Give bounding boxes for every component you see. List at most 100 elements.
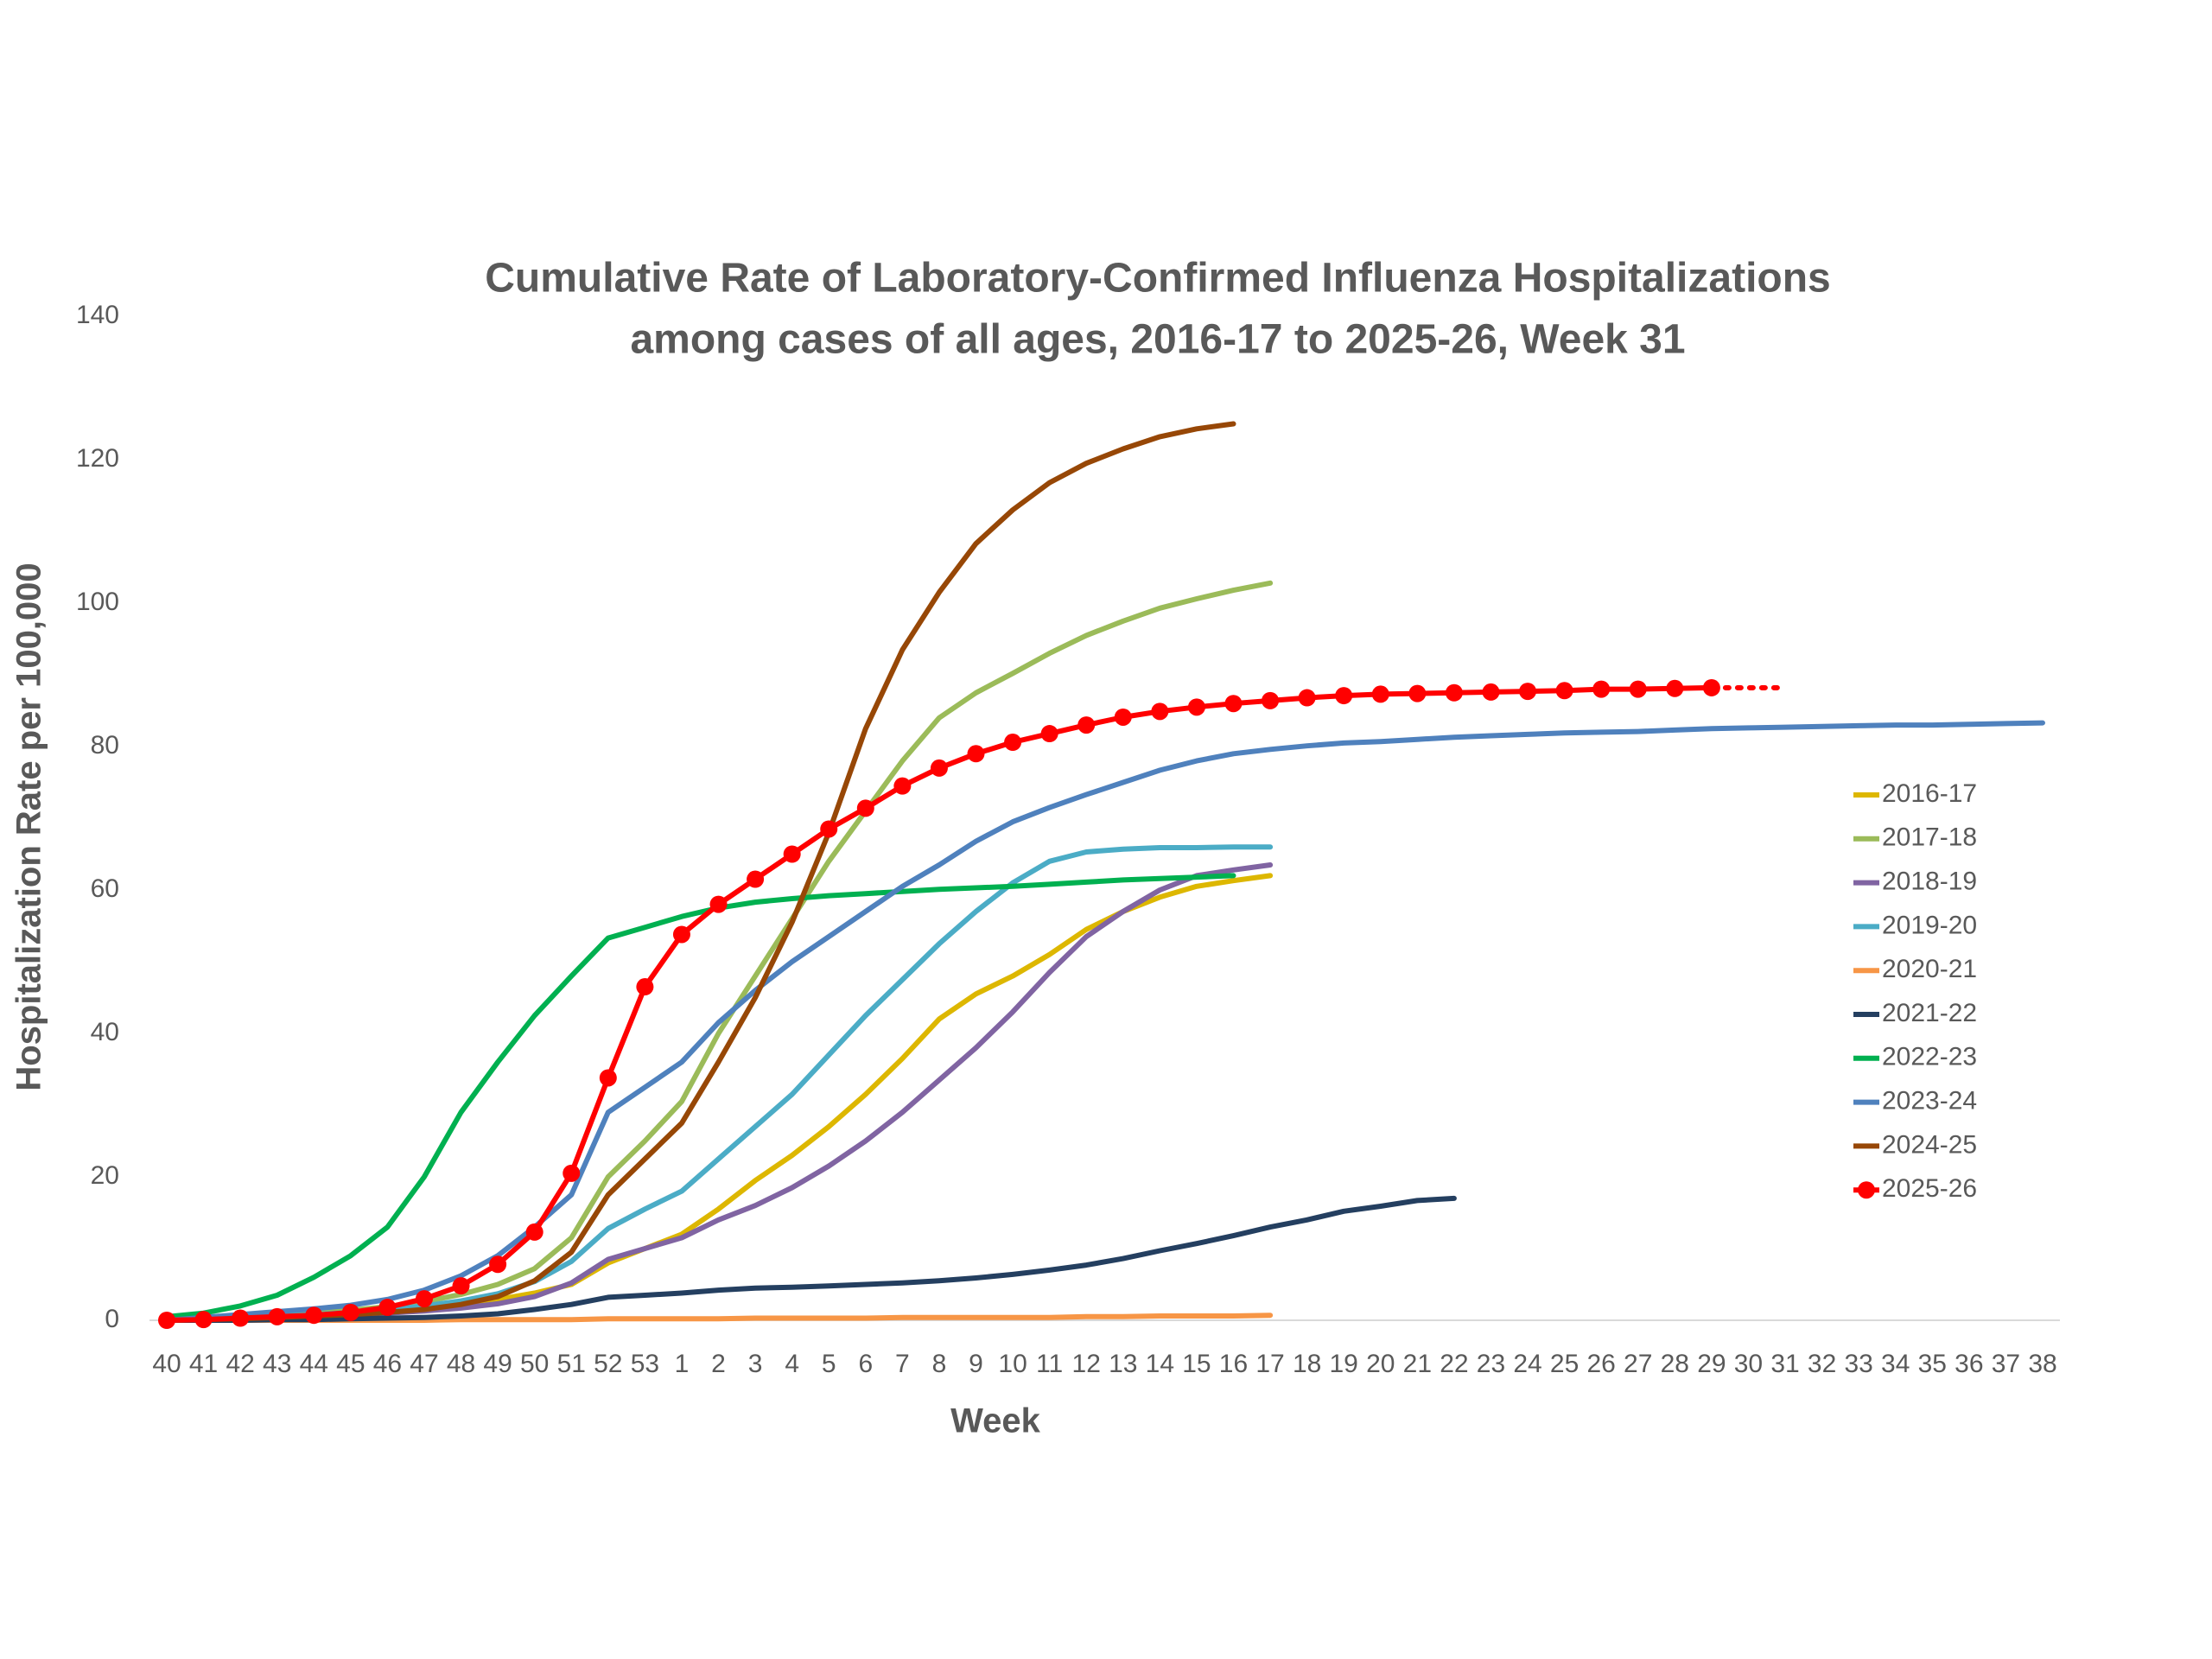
legend-label: 2023-24 xyxy=(1882,1087,1977,1116)
x-tick-label: 53 xyxy=(631,1350,659,1378)
y-tick-label: 0 xyxy=(105,1305,119,1333)
legend-label: 2017-18 xyxy=(1882,823,1977,852)
x-tick-label: 16 xyxy=(1219,1350,1248,1378)
x-tick-label: 49 xyxy=(483,1350,512,1378)
x-tick-label: 25 xyxy=(1550,1350,1579,1378)
x-tick-label: 28 xyxy=(1661,1350,1689,1378)
legend-label: 2024-25 xyxy=(1882,1130,1977,1159)
x-tick-label: 13 xyxy=(1109,1350,1137,1378)
legend-label: 2016-17 xyxy=(1882,779,1977,808)
x-tick-label: 37 xyxy=(1992,1350,2020,1378)
x-tick-label: 34 xyxy=(1881,1350,1910,1378)
x-tick-label: 46 xyxy=(373,1350,402,1378)
y-tick-label: 140 xyxy=(76,301,119,329)
x-tick-label: 17 xyxy=(1255,1350,1284,1378)
x-tick-label: 7 xyxy=(895,1350,910,1378)
chart-title: Cumulative Rate of Laboratory-Confirmed … xyxy=(485,256,1831,302)
x-tick-label: 15 xyxy=(1182,1350,1211,1378)
x-tick-label: 4 xyxy=(785,1350,799,1378)
x-tick-label: 27 xyxy=(1624,1350,1652,1378)
series-marker xyxy=(158,1312,175,1329)
x-tick-label: 9 xyxy=(969,1350,983,1378)
x-tick-label: 23 xyxy=(1477,1350,1505,1378)
series-marker xyxy=(1555,682,1573,700)
x-tick-label: 14 xyxy=(1146,1350,1174,1378)
series-marker xyxy=(1224,695,1243,713)
x-tick-label: 1 xyxy=(675,1350,690,1378)
series-marker xyxy=(1592,680,1611,698)
x-tick-label: 24 xyxy=(1513,1350,1541,1378)
legend-label: 2021-22 xyxy=(1882,999,1977,1027)
x-tick-label: 22 xyxy=(1440,1350,1468,1378)
x-tick-label: 18 xyxy=(1293,1350,1321,1378)
x-tick-label: 52 xyxy=(594,1350,622,1378)
x-tick-label: 29 xyxy=(1697,1350,1726,1378)
x-tick-label: 3 xyxy=(748,1350,763,1378)
x-tick-label: 12 xyxy=(1072,1350,1101,1378)
x-tick-label: 50 xyxy=(520,1350,549,1378)
x-tick-label: 30 xyxy=(1734,1350,1763,1378)
series-marker xyxy=(1004,734,1022,752)
series-marker xyxy=(378,1299,397,1317)
series-marker xyxy=(1151,702,1169,721)
y-tick-label: 120 xyxy=(76,444,119,473)
x-tick-label: 6 xyxy=(858,1350,873,1378)
series-marker xyxy=(930,759,948,777)
series-marker xyxy=(856,799,874,817)
x-tick-label: 47 xyxy=(410,1350,438,1378)
x-tick-label: 43 xyxy=(263,1350,291,1378)
x-tick-label: 21 xyxy=(1403,1350,1432,1378)
series-line xyxy=(164,1195,1457,1323)
x-tick-label: 31 xyxy=(1770,1350,1799,1378)
series-marker xyxy=(599,1069,617,1087)
x-tick-label: 36 xyxy=(1955,1350,1983,1378)
x-tick-label: 11 xyxy=(1036,1350,1063,1378)
series-line xyxy=(164,873,1274,1323)
series-marker xyxy=(709,895,728,913)
legend-label: 2022-23 xyxy=(1882,1043,1977,1071)
y-axis-label: Hospitalization Rate per 100,000 xyxy=(10,563,48,1090)
series-marker xyxy=(1629,680,1647,698)
x-tick-label: 5 xyxy=(822,1350,836,1378)
series-marker xyxy=(194,1311,213,1329)
series-marker xyxy=(305,1306,323,1325)
y-tick-label: 80 xyxy=(91,731,119,760)
series-marker xyxy=(1519,683,1537,701)
series-marker xyxy=(1262,691,1280,709)
series-marker xyxy=(820,820,838,838)
x-tick-label: 48 xyxy=(447,1350,475,1378)
series-marker xyxy=(415,1290,433,1308)
series-marker xyxy=(1077,716,1096,734)
series-line xyxy=(164,862,1274,1323)
series-marker xyxy=(1371,685,1389,703)
x-tick-label: 19 xyxy=(1330,1350,1358,1378)
series-line xyxy=(164,684,1714,1323)
x-tick-label: 26 xyxy=(1586,1350,1615,1378)
x-tick-label: 41 xyxy=(189,1350,218,1378)
series-marker xyxy=(563,1164,581,1182)
series-line xyxy=(164,421,1236,1323)
series-marker xyxy=(1298,689,1316,707)
series-marker xyxy=(893,777,912,795)
legend-label: 2019-20 xyxy=(1882,911,1977,939)
series-marker xyxy=(1187,698,1205,716)
x-tick-label: 51 xyxy=(557,1350,586,1378)
series-marker xyxy=(268,1307,286,1325)
x-tick-label: 35 xyxy=(1918,1350,1947,1378)
series-marker xyxy=(452,1277,470,1295)
y-tick-label: 20 xyxy=(91,1161,119,1190)
series-marker xyxy=(1702,678,1720,696)
series-marker xyxy=(489,1255,507,1274)
x-tick-label: 10 xyxy=(998,1350,1027,1378)
series-marker xyxy=(1482,683,1500,701)
series-marker xyxy=(672,925,690,944)
series-marker xyxy=(341,1303,359,1321)
x-tick-label: 33 xyxy=(1844,1350,1872,1378)
y-tick-label: 40 xyxy=(91,1018,119,1046)
series-marker xyxy=(1445,683,1463,702)
series-marker xyxy=(1335,687,1353,705)
legend-label: 2020-21 xyxy=(1882,955,1977,983)
series-marker xyxy=(1114,708,1132,726)
x-tick-label: 44 xyxy=(300,1350,328,1378)
